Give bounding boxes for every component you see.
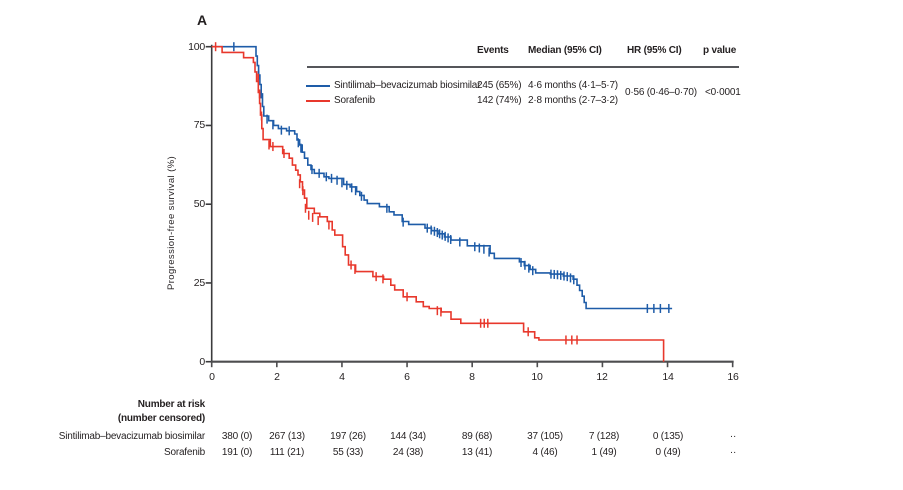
risk-cell: ·· <box>729 431 737 442</box>
summary-header-pvalue: p value <box>703 45 737 56</box>
y-tick-label: 0 <box>199 356 205 368</box>
summary-header-hr: HR (95% CI) <box>627 45 682 56</box>
risk-row-label-sintilimab: Sintilimab–bevacizumab biosimilar <box>58 431 205 442</box>
summary-header-median: Median (95% CI) <box>528 45 602 56</box>
x-tick-label: 8 <box>469 371 475 383</box>
risk-cell: 4 (46) <box>532 447 558 458</box>
y-tick-label: 25 <box>193 277 205 289</box>
p-value: <0·0001 <box>705 87 741 98</box>
risk-cell: 191 (0) <box>221 447 253 458</box>
risk-cell: 13 (41) <box>461 447 493 458</box>
risk-row-label-sorafenib: Sorafenib <box>163 447 205 458</box>
events-sintilimab: 245 (65%) <box>477 80 522 91</box>
legend-line-sorafenib <box>306 100 330 102</box>
risk-cell: 0 (49) <box>655 447 681 458</box>
median-sintilimab: 4·6 months (4·1–5·7) <box>528 80 618 91</box>
legend-label-sintilimab: Sintilimab–bevacizumab biosimilar <box>334 80 481 91</box>
risk-cell: 0 (135) <box>652 431 684 442</box>
risk-cell: 1 (49) <box>591 447 617 458</box>
y-tick-label: 50 <box>193 198 205 210</box>
risk-cell: 24 (38) <box>392 447 424 458</box>
risk-cell: 267 (13) <box>269 431 305 442</box>
median-sorafenib: 2·8 months (2·7–3·2) <box>528 95 618 106</box>
legend-line-sintilimab <box>306 85 330 87</box>
legend-label-sorafenib: Sorafenib <box>334 95 376 106</box>
x-tick-label: 6 <box>404 371 410 383</box>
panel-label: A <box>197 12 208 28</box>
hr-value: 0·56 (0·46–0·70) <box>625 87 697 98</box>
y-tick-label: 100 <box>188 41 205 53</box>
risk-cell: 111 (21) <box>269 447 305 458</box>
y-axis-title: Progression-free survival (%) <box>166 155 177 290</box>
summary-header-events: Events <box>477 45 509 56</box>
x-tick-label: 16 <box>727 371 739 383</box>
y-tick-label: 75 <box>193 119 205 131</box>
risk-table-subtitle: (number censored) <box>117 413 205 424</box>
risk-table-title: Number at risk <box>137 399 205 410</box>
x-tick-label: 12 <box>596 371 608 383</box>
risk-cell: 144 (34) <box>390 431 426 442</box>
x-tick-label: 14 <box>662 371 674 383</box>
risk-cell: 89 (68) <box>461 431 493 442</box>
risk-cell: 37 (105) <box>527 431 563 442</box>
x-tick-label: 10 <box>531 371 543 383</box>
risk-cell: 197 (26) <box>330 431 366 442</box>
x-tick-label: 2 <box>274 371 280 383</box>
risk-cell: 380 (0) <box>221 431 253 442</box>
summary-table-rule <box>307 66 739 68</box>
x-tick-label: 0 <box>209 371 215 383</box>
risk-cell: ·· <box>729 447 737 458</box>
events-sorafenib: 142 (74%) <box>477 95 522 106</box>
risk-cell: 55 (33) <box>332 447 364 458</box>
x-tick-label: 4 <box>339 371 345 383</box>
risk-cell: 7 (128) <box>588 431 620 442</box>
